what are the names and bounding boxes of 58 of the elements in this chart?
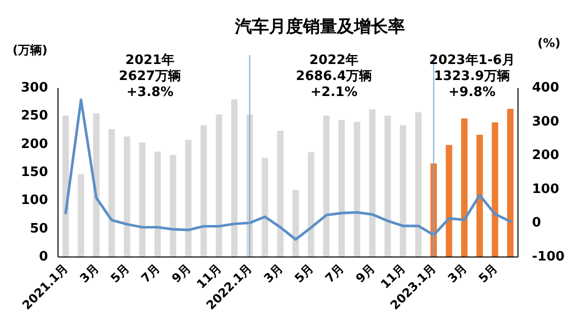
bar [323,116,330,257]
bar [62,116,69,257]
y-tick-label: 100 [20,193,48,208]
bar [492,122,498,257]
bar [400,125,406,257]
y-tick-label: 300 [20,80,48,96]
y2-tick-label: -100 [532,250,565,264]
x-tick-label: 5月 [108,261,132,286]
bar [354,122,360,257]
y-tick-label: 200 [20,136,48,152]
line-series [64,98,512,241]
bar [139,142,146,257]
y2-tick-label: 0 [532,216,542,231]
annotation: 2021年 2627万辆 +3.8% [118,53,182,100]
y-axis-title: (万辆) [12,43,48,57]
bar [461,118,468,257]
bar [154,152,161,257]
annotation: 2023年1-6月 1323.9万辆 +9.8% [429,53,515,100]
chart-title: 汽车月度销量及增长率 [234,17,405,37]
bar [262,158,268,257]
bar [78,174,84,257]
y-tick-label: 250 [20,108,48,124]
x-tick-label: 7月 [322,261,347,286]
x-tick-label: 3月 [77,261,102,286]
bar [277,130,284,257]
bar [185,140,192,257]
y-tick-label: 150 [20,165,48,180]
x-tick-label: 7月 [138,261,163,286]
bar [108,129,115,257]
x-tick-label: 3月 [445,261,470,286]
bar [369,109,376,257]
x-tick-label: 5月 [476,261,500,286]
y2-tick-label: 200 [532,148,560,164]
x-tick-label: 5月 [292,261,316,286]
x-tick-label: 9月 [169,261,194,286]
bar [216,114,222,257]
y2-tick-label: 100 [532,182,560,197]
bar [170,155,176,257]
y-tick-label: 50 [30,221,48,236]
bar [93,113,100,257]
bar [384,116,391,257]
x-tick-label: 3月 [261,261,286,286]
bar [415,112,422,257]
bar [124,136,130,257]
y2-axis-title: (%) [538,36,560,50]
annotation: 2022年 2686.4万辆 +2.1% [296,53,372,100]
y2-tick-label: 400 [532,80,560,96]
bar [507,108,514,257]
bar [231,99,238,257]
y-tick-label: 0 [38,250,48,264]
bar [338,120,345,257]
y2-tick-label: 300 [532,114,560,130]
bar [446,144,452,257]
bar [308,152,314,257]
x-tick-label: 9月 [353,261,378,286]
bar [200,125,207,257]
bar [292,190,299,257]
bar [476,134,483,257]
